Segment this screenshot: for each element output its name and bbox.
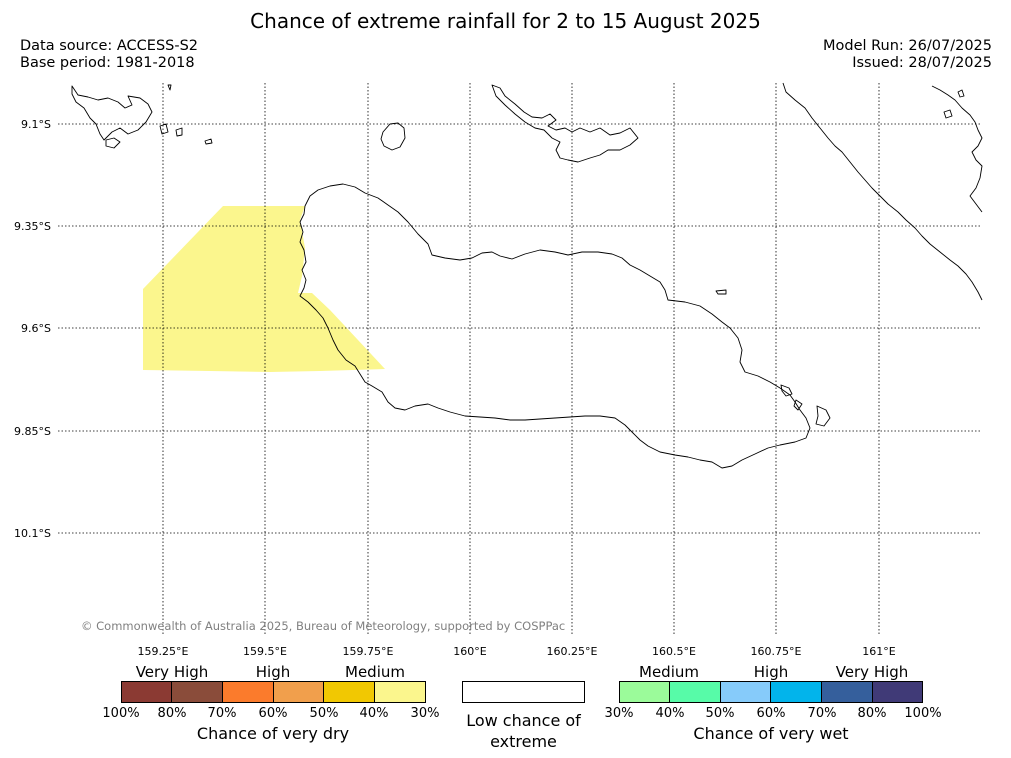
- low-chance-swatch: [462, 681, 585, 703]
- wet-swatch: [822, 681, 873, 703]
- dry-level-label: Very High: [135, 663, 209, 681]
- malaita-north-coastline: [931, 85, 983, 213]
- lon-label: 159.25°E: [138, 645, 189, 658]
- wet-tick: 50%: [705, 706, 735, 721]
- lat-label: 9.85°S: [14, 425, 51, 438]
- lat-label: 9.1°S: [21, 118, 51, 131]
- wet-swatch: [670, 681, 721, 703]
- dry-tick: 60%: [258, 706, 288, 721]
- dry-tick: 100%: [102, 706, 140, 721]
- florida-islands-coastline: [491, 84, 639, 163]
- russell-small-5: [167, 84, 172, 91]
- russell-islands-coastline: [71, 85, 153, 141]
- dry-swatch: [172, 681, 223, 703]
- dry-level-label: High: [255, 663, 291, 681]
- wet-tick: 80%: [857, 706, 887, 721]
- dry-swatch: [223, 681, 274, 703]
- wet-tick: 30%: [604, 706, 634, 721]
- dry-swatch: [375, 681, 426, 703]
- coastlines: [71, 82, 983, 469]
- lat-label: 10.1°S: [14, 527, 51, 540]
- russell-small-2: [159, 123, 169, 135]
- guadalcanal-east-islet-3: [780, 384, 793, 397]
- map-title: Chance of extreme rainfall for 2 to 15 A…: [250, 9, 761, 33]
- wet-swatch: [873, 681, 923, 703]
- malaita-islet-2: [957, 89, 965, 98]
- savo-island-coastline: [380, 122, 406, 151]
- dry-swatch: [274, 681, 324, 703]
- copyright-text: © Commonwealth of Australia 2025, Bureau…: [81, 619, 566, 633]
- dry-tick: 40%: [359, 706, 389, 721]
- dry-tick: 30%: [410, 706, 440, 721]
- meta-left: Data source: ACCESS-S2 Base period: 1981…: [20, 38, 198, 72]
- dry-swatch: [324, 681, 375, 703]
- wet-level-label: High: [753, 663, 789, 681]
- meta-right: Model Run: 26/07/2025 Issued: 28/07/2025: [823, 38, 992, 72]
- wet-level-label: Very High: [835, 663, 909, 681]
- malaita-coastline: [782, 82, 983, 301]
- issued-text: Issued: 28/07/2025: [852, 55, 992, 71]
- lon-label: 160.25°E: [547, 645, 598, 658]
- lon-label: 159.5°E: [243, 645, 287, 658]
- latitude-labels: 9.1°S 9.35°S 9.6°S 9.85°S 10.1°S: [14, 118, 51, 540]
- longitude-labels: 159.25°E 159.5°E 159.75°E 160°E 160.25°E…: [138, 645, 896, 658]
- wet-caption: Chance of very wet: [693, 724, 849, 743]
- wet-tick: 70%: [807, 706, 837, 721]
- dry-swatch: [121, 681, 172, 703]
- wet-tick: 40%: [655, 706, 685, 721]
- guadalcanal-east-islet: [815, 405, 831, 427]
- base-period-text: Base period: 1981-2018: [20, 55, 195, 71]
- wet-tick: 100%: [904, 706, 942, 721]
- wet-level-label: Medium: [639, 663, 699, 681]
- russell-small-4: [204, 138, 213, 145]
- dry-tick: 70%: [207, 706, 237, 721]
- model-run-text: Model Run: 26/07/2025: [822, 38, 992, 54]
- lon-label: 161°E: [862, 645, 895, 658]
- data-source-text: Data source: ACCESS-S2: [20, 38, 199, 54]
- low-chance-caption: Low chance of extreme: [466, 711, 581, 751]
- wet-swatch: [771, 681, 822, 703]
- russell-small-3: [175, 127, 183, 137]
- guadalcanal-coastline: [299, 183, 811, 469]
- wet-swatch: [721, 681, 771, 703]
- dry-caption: Chance of very dry: [196, 724, 350, 743]
- lon-label: 159.75°E: [343, 645, 394, 658]
- wet-tick: 60%: [756, 706, 786, 721]
- lon-label: 160.75°E: [751, 645, 802, 658]
- lat-label: 9.35°S: [14, 220, 51, 233]
- dry-tick: 80%: [157, 706, 187, 721]
- dry-tick: 50%: [309, 706, 339, 721]
- lon-label: 160°E: [453, 645, 486, 658]
- guadalcanal-east-islet-2: [793, 399, 803, 411]
- dry-medium-region: [143, 206, 385, 372]
- graticule: [58, 83, 982, 635]
- wet-swatch: [619, 681, 670, 703]
- malaita-islet-1: [943, 109, 953, 119]
- small-islet-east: [715, 289, 727, 295]
- dry-level-label: Medium: [345, 663, 405, 681]
- lat-label: 9.6°S: [21, 322, 51, 335]
- lon-label: 160.5°E: [652, 645, 696, 658]
- russell-small-1: [105, 137, 121, 149]
